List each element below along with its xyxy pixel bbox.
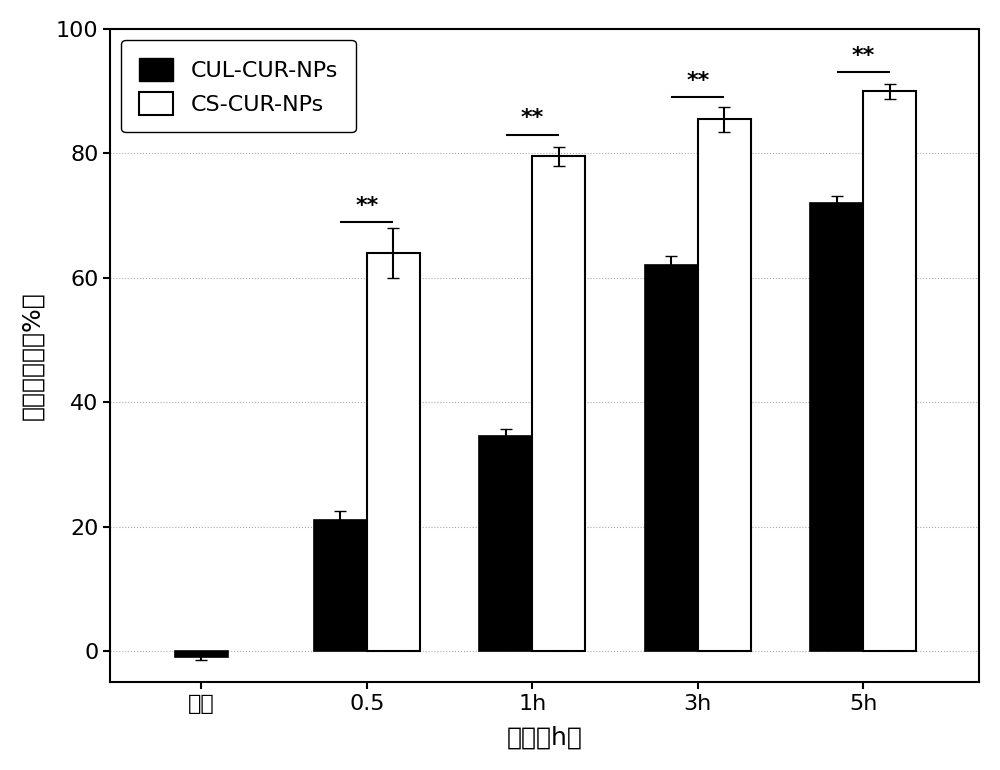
Y-axis label: 细胞吞噬率（%）: 细胞吞噬率（%）	[21, 291, 45, 420]
Bar	[863, 91, 916, 651]
Bar	[367, 253, 420, 651]
Text: **: **	[355, 196, 379, 216]
X-axis label: 时间（h）: 时间（h）	[507, 725, 583, 749]
Text: **: **	[521, 109, 544, 129]
Bar	[479, 437, 532, 651]
Text: **: **	[852, 46, 875, 66]
Bar	[532, 156, 585, 651]
Bar	[645, 266, 698, 651]
Text: **: **	[686, 71, 709, 91]
Bar	[175, 651, 228, 658]
Bar	[810, 203, 863, 651]
Bar	[314, 521, 367, 651]
Legend: CUL-CUR-NPs, CS-CUR-NPs: CUL-CUR-NPs, CS-CUR-NPs	[121, 40, 356, 132]
Bar	[698, 119, 751, 651]
